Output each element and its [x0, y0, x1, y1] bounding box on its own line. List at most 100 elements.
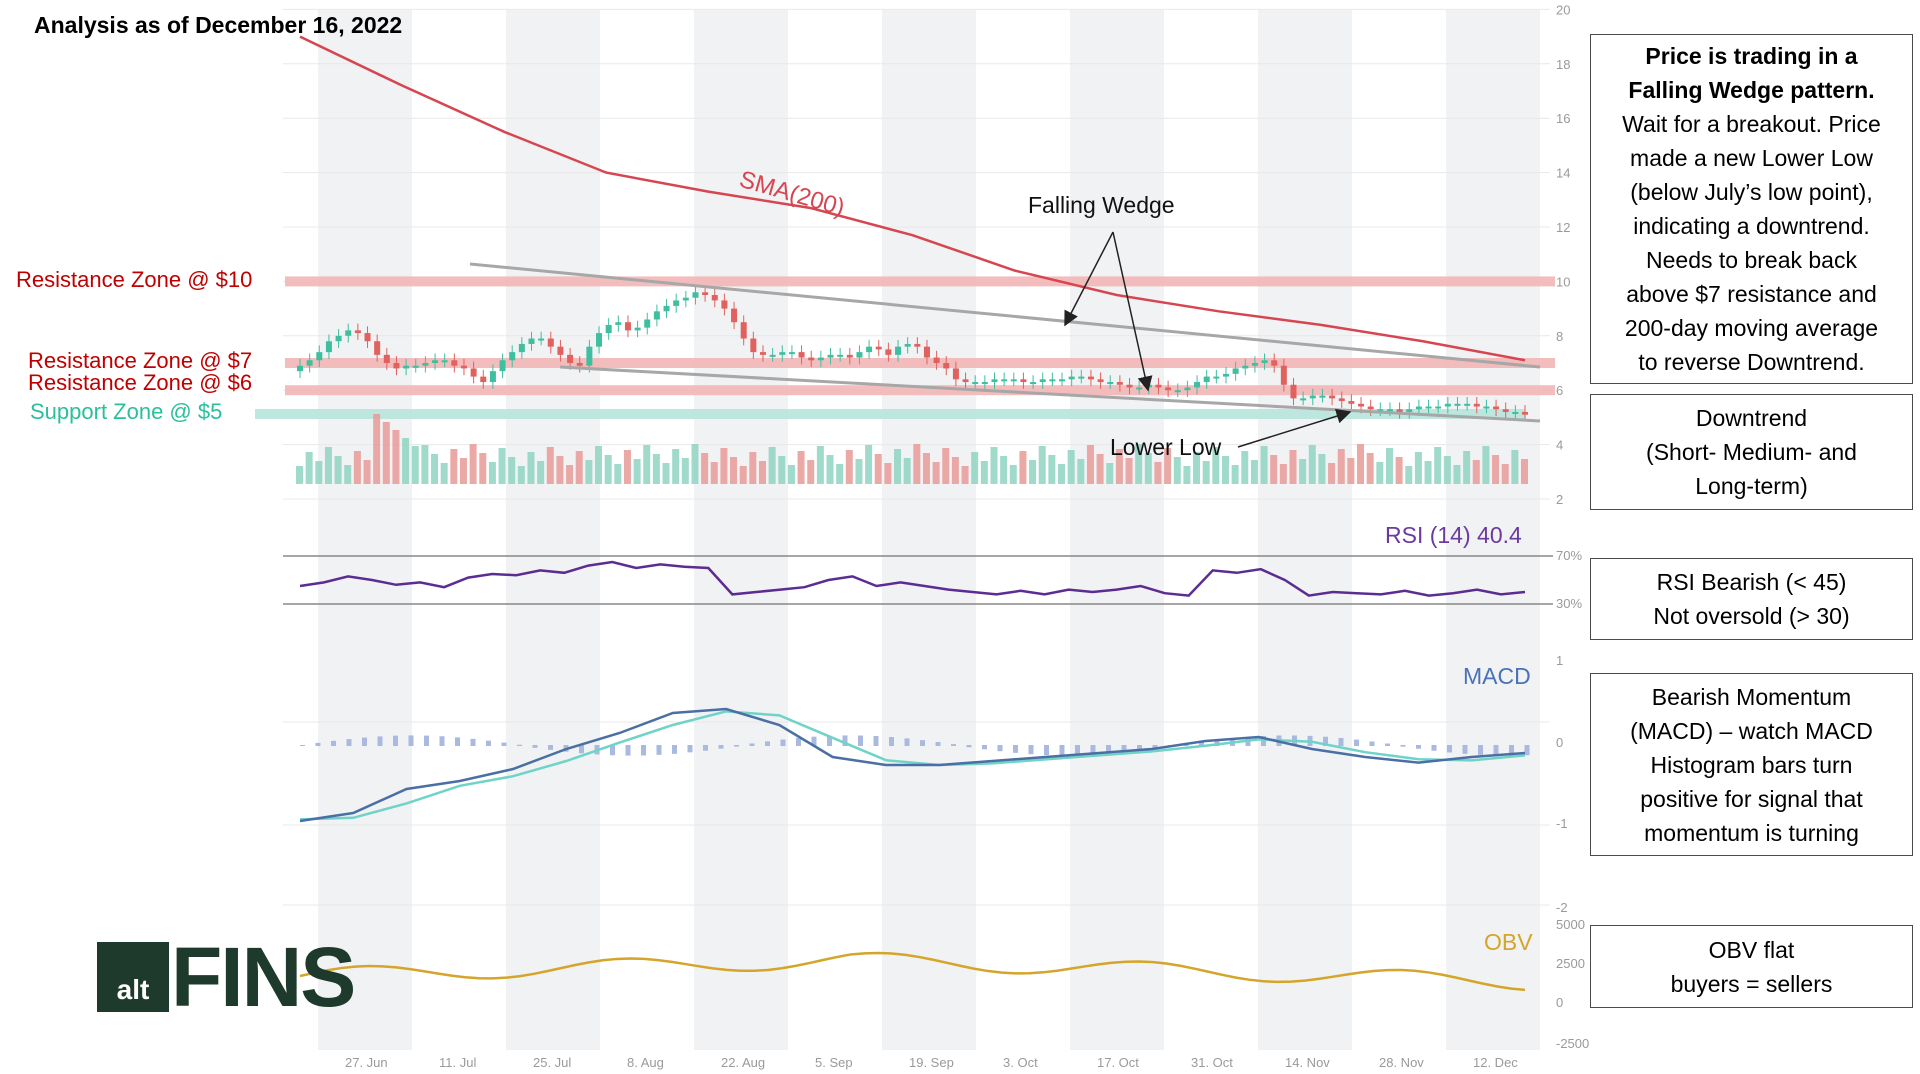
volume-bar [353, 451, 361, 484]
week-band [1258, 10, 1352, 1050]
candle-body [412, 365, 419, 368]
pattern-box-line-6: Needs to break back [1646, 247, 1857, 273]
macd-histogram-bar [1462, 745, 1468, 754]
volume-bar [556, 456, 564, 484]
candle-body [1290, 384, 1297, 399]
volume-bar [797, 451, 805, 484]
candle-body [981, 382, 988, 385]
macd-histogram-bar [424, 735, 429, 746]
macd-histogram-bar [1447, 745, 1452, 753]
macd-histogram-bar [1400, 745, 1406, 747]
candle-body [1097, 379, 1104, 383]
annotation-arrow [1237, 408, 1352, 448]
candle-body [962, 379, 969, 383]
candle-body [1493, 406, 1500, 410]
candle-body [1213, 376, 1220, 379]
candle-body [914, 343, 921, 347]
macd-histogram-bar [1369, 741, 1375, 746]
falling-wedge-label: Falling Wedge [1028, 192, 1175, 218]
candle-body [1425, 406, 1432, 409]
volume-bar [672, 449, 680, 484]
candle-body [480, 376, 487, 383]
macd-histogram-bar [1106, 745, 1111, 755]
volume-bar [1135, 444, 1143, 484]
volume-bar [1019, 451, 1027, 484]
candle-body [1087, 376, 1094, 380]
candle-body [644, 319, 651, 328]
rsi-label: RSI (14) 40.4 [1385, 522, 1522, 548]
macd-box-line-4: momentum is turning [1644, 819, 1859, 846]
candle-body [653, 311, 660, 320]
volume-bar [623, 450, 631, 484]
volume-bar [411, 446, 419, 484]
volume-bar [1357, 444, 1365, 484]
candle-body [297, 365, 303, 372]
macd-histogram-bar [718, 745, 724, 749]
candle-body [470, 368, 477, 377]
volume-bar [546, 447, 554, 484]
axis-labels: 246810121416182070%30%10-1-2500025000-25… [345, 2, 1589, 1070]
volume-bar [874, 454, 882, 484]
x-axis-tick: 28. Nov [1379, 1055, 1424, 1070]
zone-label-support-5: Support Zone @ $5 [30, 399, 223, 424]
volume-bar [1318, 454, 1326, 484]
candle-body [711, 295, 718, 301]
candle-body [1435, 406, 1442, 409]
zone-band [285, 385, 1555, 396]
macd-histogram-bar [1524, 745, 1530, 756]
volume-bar [710, 462, 718, 484]
macd-axis-tick: -2 [1556, 900, 1568, 915]
candle-body [673, 300, 680, 306]
week-bands [318, 10, 1540, 1050]
volume-bar [942, 448, 950, 484]
candle-body [692, 292, 699, 298]
candle-body [364, 333, 371, 342]
candle-body [798, 352, 805, 358]
macd-histogram-bar [625, 745, 631, 756]
candle-body [624, 322, 631, 331]
volume-bar [1250, 460, 1258, 484]
volume-bar [479, 453, 487, 484]
macd-histogram-bar [1121, 745, 1127, 753]
macd-histogram-bar [858, 735, 863, 746]
candle-body [1309, 395, 1316, 399]
candle-body [1184, 387, 1191, 391]
candle-body [499, 360, 506, 372]
candle-body [1483, 406, 1490, 409]
macd-histogram-bar [1028, 745, 1034, 755]
candle-body [682, 297, 689, 301]
candle-body [354, 330, 361, 334]
candle-body [557, 346, 564, 355]
volume-bar [836, 464, 844, 484]
macd-histogram-bar [997, 745, 1003, 752]
volume-bar [1482, 446, 1490, 484]
macd-histogram-bar [439, 736, 445, 746]
pattern-box-line-1: Falling Wedge pattern. [1628, 77, 1875, 103]
macd-histogram-bar [889, 737, 894, 746]
volume-bar [595, 446, 603, 484]
obv-box: OBV flat buyers = sellers [1590, 925, 1913, 1008]
volume-bar [730, 457, 738, 484]
trend-box-line-2: Long-term) [1695, 473, 1808, 499]
candle-body [779, 352, 786, 355]
volume-bar [1212, 447, 1220, 484]
zone-band [285, 358, 1555, 368]
rsi-axis-tick: 70% [1556, 548, 1582, 563]
price-axis-tick: 12 [1556, 220, 1570, 235]
volume-bar [1202, 461, 1210, 484]
price-candles [297, 285, 1528, 422]
macd-histogram-bar [315, 742, 321, 746]
volume-bar [691, 444, 699, 484]
macd-histogram-bar [1059, 745, 1065, 756]
candle-body [1222, 373, 1229, 377]
candle-body [1242, 365, 1249, 369]
x-axis-tick: 22. Aug [721, 1055, 765, 1070]
volume-bar [807, 460, 815, 484]
obv-box-line-1: buyers = sellers [1670, 970, 1833, 997]
volume-bar [363, 460, 371, 484]
volume-bar [450, 449, 458, 484]
rsi-axis-tick: 30% [1556, 596, 1582, 611]
candle-body [1136, 387, 1143, 390]
volume-bar [845, 450, 853, 484]
x-axis-tick: 25. Jul [533, 1055, 571, 1070]
